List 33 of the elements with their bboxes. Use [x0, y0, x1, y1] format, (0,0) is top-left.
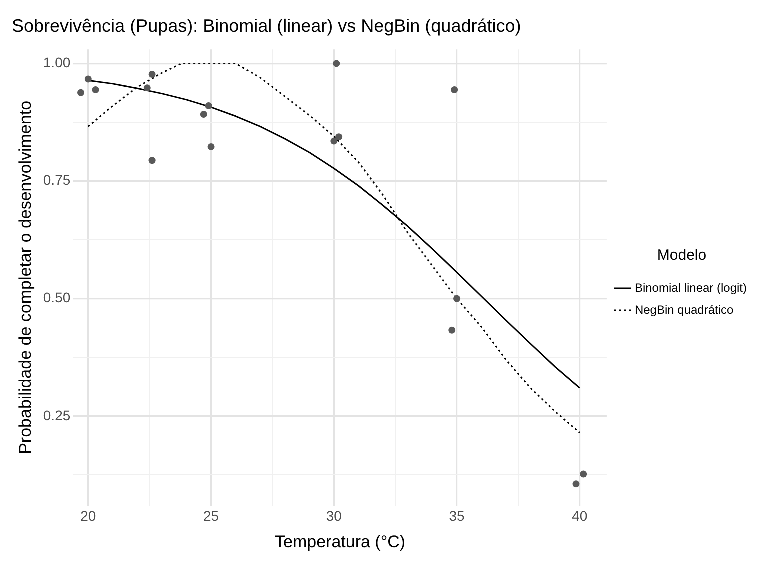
y-axis-title: Probabilidade de completar o desenvolvimento [16, 100, 35, 454]
legend-title: Modelo [657, 247, 707, 264]
y-tick-label: 0.50 [43, 290, 71, 306]
point [148, 157, 156, 164]
legend-label: Binomial linear (logit) [634, 280, 748, 295]
y-tick-label: 0.75 [43, 172, 71, 188]
x-tick-label: 35 [449, 508, 466, 524]
chart-title: Sobrevivência (Pupas): Binomial (linear) vs NegBin (quadrático) [12, 16, 522, 36]
point [451, 86, 458, 94]
x-axis-title: Temperatura (°C) [275, 532, 406, 552]
x-tick-label: 30 [326, 508, 342, 524]
point [448, 326, 456, 334]
point [92, 86, 100, 94]
legend-label: NegBin quadrático [634, 302, 734, 317]
point [84, 76, 92, 83]
point [205, 102, 212, 110]
point [208, 143, 215, 150]
point [580, 470, 588, 478]
point [148, 71, 156, 78]
x-tick-label: 40 [572, 508, 588, 524]
x-tick-label: 25 [203, 508, 220, 524]
y-tick-label: 0.25 [43, 407, 71, 424]
point [336, 134, 343, 141]
point [330, 138, 338, 145]
y-tick-label: 1.00 [43, 54, 71, 71]
point [333, 60, 340, 68]
x-tick-label: 20 [80, 508, 96, 524]
point [200, 111, 208, 118]
point [572, 480, 580, 488]
point [78, 89, 85, 96]
point [144, 84, 151, 92]
line-series [88, 62, 581, 434]
point [454, 295, 461, 302]
